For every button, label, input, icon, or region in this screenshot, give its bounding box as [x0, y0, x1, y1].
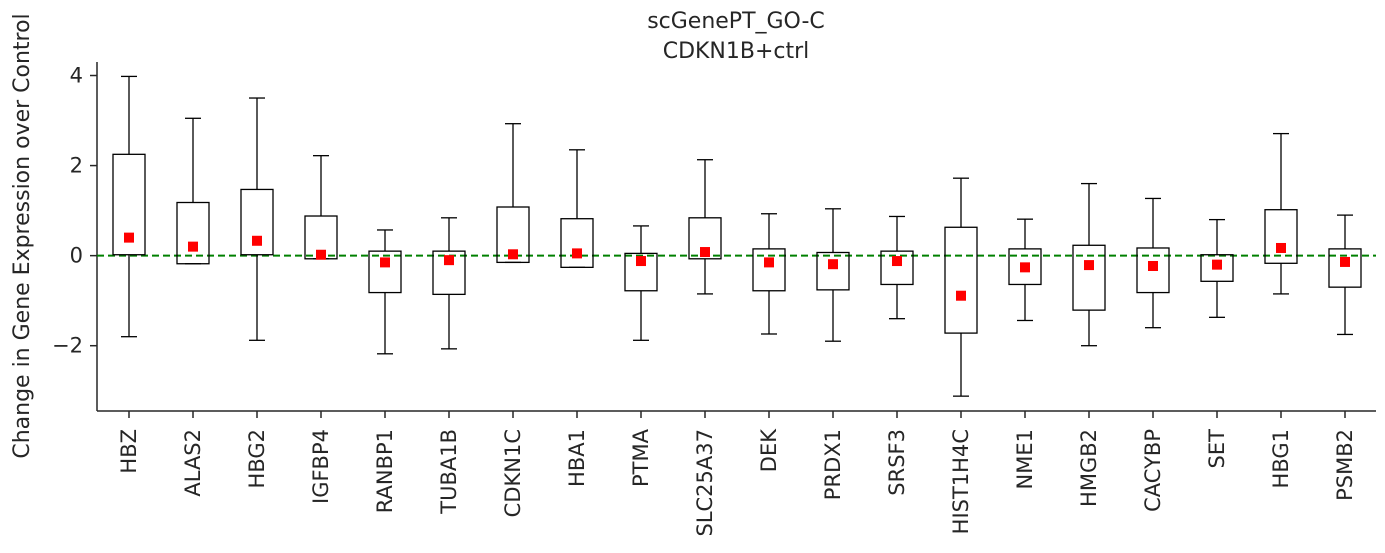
- mean-marker: [316, 249, 326, 260]
- y-tick-label: 4: [70, 64, 83, 88]
- box-srsf3: [880, 250, 914, 286]
- box-cacybp: [1136, 247, 1170, 294]
- box-prdx1: [816, 251, 850, 291]
- box-hbg2: [240, 188, 274, 256]
- mean-marker: [828, 259, 838, 270]
- mean-marker: [1084, 260, 1094, 271]
- x-tick-label: HBG1: [1269, 429, 1293, 488]
- mean-marker: [124, 232, 134, 243]
- box-hmgb2: [1072, 244, 1106, 311]
- x-tick-label: HMGB2: [1077, 429, 1101, 507]
- mean-marker: [1276, 242, 1286, 253]
- mean-marker: [892, 256, 902, 267]
- x-tick-label: PSMB2: [1333, 429, 1357, 501]
- x-tick-label: HBA1: [565, 429, 589, 487]
- mean-marker: [1212, 259, 1222, 270]
- x-tick-label: ALAS2: [181, 429, 205, 497]
- box-hbg1: [1264, 209, 1298, 264]
- box-dek: [752, 248, 786, 292]
- mean-marker: [572, 248, 582, 259]
- mean-marker: [700, 247, 710, 258]
- y-tick-label: −2: [52, 334, 83, 358]
- x-tick-label: PTMA: [629, 428, 653, 487]
- box-psmb2: [1328, 248, 1362, 288]
- y-tick-label: 0: [70, 244, 83, 268]
- x-tick-label: DEK: [757, 428, 781, 472]
- plot-area: −2 0 2 4 HBZ ALAS2 HBG2 IGFBP4 RANBP1 TUBA1B CDKN1…: [52, 62, 1376, 537]
- mean-marker: [1340, 256, 1350, 267]
- x-tick-label: IGFBP4: [309, 429, 333, 504]
- mean-marker: [188, 241, 198, 252]
- y-axis-label: Change in Gene Expression over Control: [10, 13, 35, 458]
- x-tick-label: CACYBP: [1141, 429, 1165, 512]
- mean-marker: [1020, 262, 1030, 273]
- x-tick-label: HBZ: [117, 429, 141, 474]
- box-ranbp1: [368, 250, 402, 294]
- y-tick-label: 2: [70, 154, 83, 178]
- box-alas2: [176, 201, 210, 265]
- box-slc25a37: [688, 217, 722, 260]
- x-tick-label: SET: [1205, 429, 1229, 469]
- chart-subtitle: CDKN1B+ctrl: [663, 39, 810, 64]
- x-tick-label: SLC25A37: [693, 429, 717, 537]
- mean-marker: [1148, 260, 1158, 271]
- box-cdkn1c: [496, 206, 530, 264]
- box-ptma: [624, 252, 658, 292]
- x-tick-label: NME1: [1013, 429, 1037, 489]
- mean-marker: [764, 257, 774, 268]
- x-tick-label: CDKN1C: [501, 429, 525, 517]
- box-hbz: [112, 153, 146, 256]
- x-tick-label: PRDX1: [821, 429, 845, 500]
- box-nme1: [1008, 248, 1042, 286]
- box-set: [1200, 254, 1234, 282]
- box-tuba1b: [432, 250, 466, 296]
- box-hba1: [560, 218, 594, 268]
- mean-marker: [956, 290, 966, 301]
- box-hist1h4c: [944, 226, 978, 334]
- mean-marker: [380, 257, 390, 268]
- mean-marker: [444, 255, 454, 266]
- mean-marker: [636, 256, 646, 267]
- chart-title: scGenePT_GO-C: [647, 9, 825, 34]
- x-tick-label: RANBP1: [373, 429, 397, 513]
- mean-marker: [252, 235, 262, 246]
- x-tick-label: SRSF3: [885, 429, 909, 496]
- x-tick-label: TUBA1B: [437, 429, 461, 515]
- mean-marker: [508, 249, 518, 260]
- x-tick-label: HBG2: [245, 429, 269, 488]
- x-tick-label: HIST1H4C: [949, 429, 973, 534]
